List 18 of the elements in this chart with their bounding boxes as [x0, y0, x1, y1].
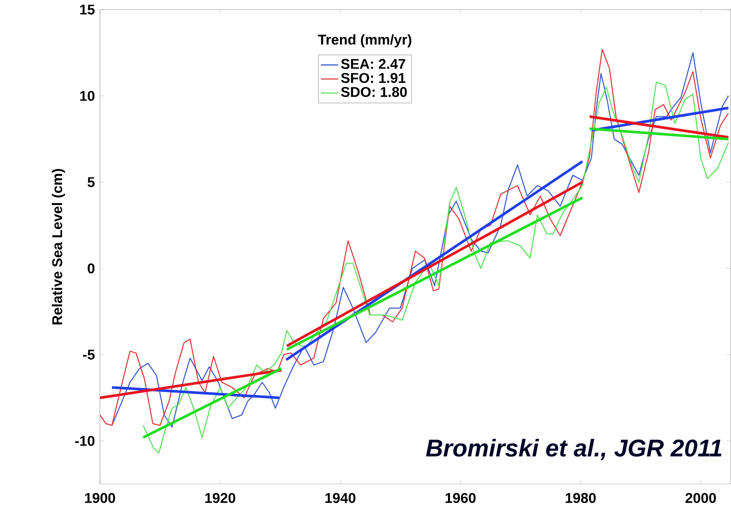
y-axis-title: Relative Sea Level (cm) — [52, 169, 65, 325]
x-tick-label: 1940 — [325, 493, 356, 504]
x-tick-label: 1900 — [85, 493, 116, 504]
y-tick-label: -10 — [75, 436, 94, 446]
x-tick-label: 1960 — [446, 493, 476, 504]
annotation: Bromirski et al., JGR 2011 — [426, 438, 722, 460]
y-tick-label: 10 — [80, 91, 94, 102]
y-tick-label: 0 — [88, 264, 94, 274]
legend-label: SEA: 2.47 — [341, 59, 406, 70]
y-tick-label: 15 — [80, 4, 95, 15]
y-tick-label: 5 — [88, 177, 95, 188]
x-tick-label: 1980 — [566, 493, 596, 504]
legend-label: SFO: 1.91 — [341, 73, 406, 84]
legend-label: SDO: 1.80 — [341, 87, 407, 98]
legend-title: Trend (mm/yr) — [318, 34, 412, 48]
y-tick-label: -5 — [83, 350, 95, 360]
x-tick-label: 1920 — [205, 493, 236, 504]
x-tick-label: 2000 — [686, 493, 716, 504]
